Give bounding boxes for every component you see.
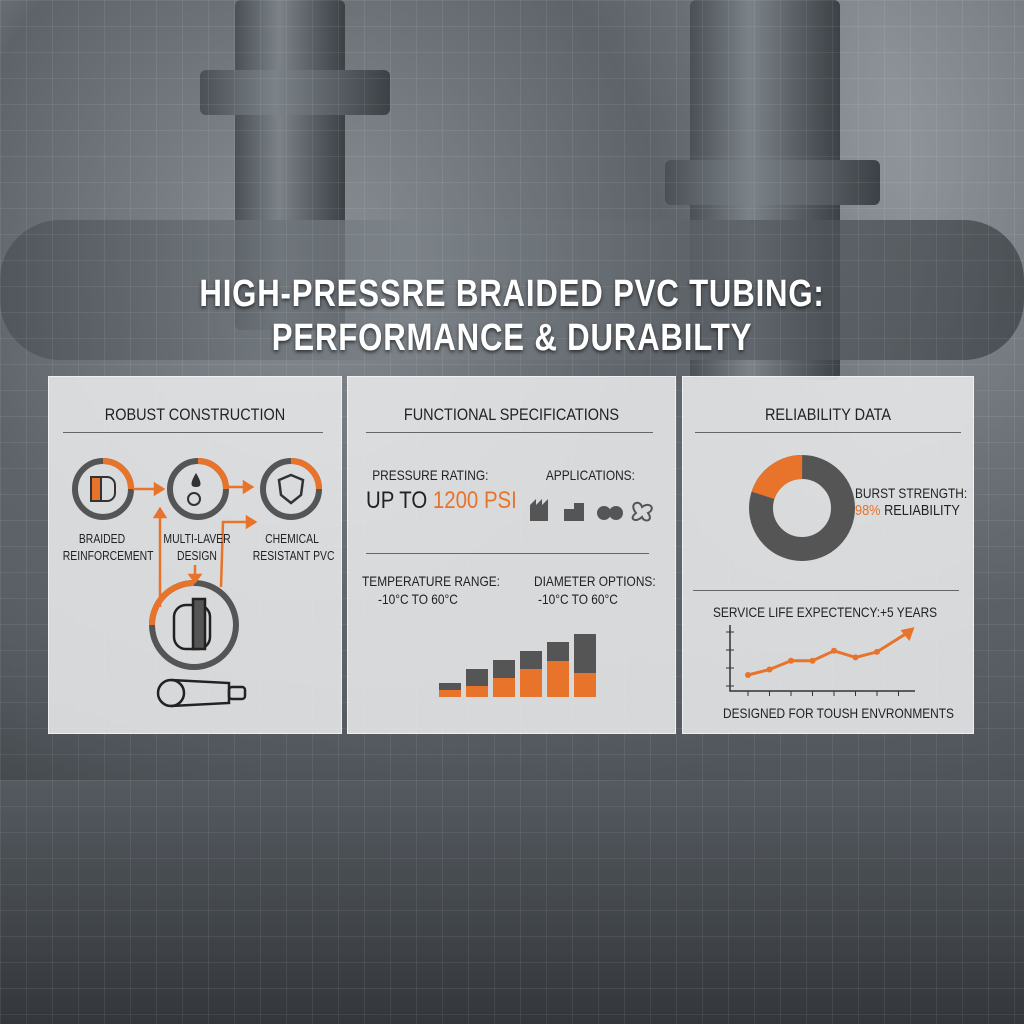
bar-segment-orange (493, 678, 515, 697)
applications-label: APPLICATIONS: (545, 467, 635, 483)
applications-icons (530, 499, 653, 522)
temperature-label: TEMPERATURE RANGE: (362, 573, 500, 589)
line-point (745, 672, 751, 678)
bar-segment-gray (493, 660, 515, 678)
fan-icon (631, 501, 653, 522)
bar-segment-gray (520, 651, 542, 669)
bar-chart (439, 634, 596, 697)
specs-heading: FUNCTIONAL SPECIFICATIONS (403, 405, 620, 424)
diameter-label: DIAMETER OPTIONS: (534, 573, 656, 589)
factory-icon (564, 503, 584, 521)
bar-segment-gray (466, 669, 488, 686)
service-life-label: SERVICE LIFE EXPECTENCY:+5 YEARS (713, 604, 938, 620)
pressure-value: UP TO 1200 PSI (366, 487, 517, 514)
title-line-2: PERFORMANCE & DURABILTY (271, 317, 753, 359)
bar-segment-orange (520, 669, 542, 697)
construction-heading: ROBUST CONSTRUCTION (104, 405, 286, 424)
bar-segment-gray (439, 683, 461, 690)
tube-layers-icon (172, 597, 212, 651)
footer-label: DESIGNED FOR TOUSH ENVRONMENTS (723, 705, 954, 721)
donut-chart (749, 455, 855, 561)
line-point (809, 657, 816, 664)
bar-segment-orange (574, 673, 596, 697)
line-series (747, 630, 910, 677)
temperature-value: -10°C TO 60°C (378, 591, 458, 607)
item-braided-label: BRAIDED REINFORCEMENT (62, 531, 154, 563)
title-line-1: HIGH-PRESSRE BRAIDED PVC TUBING: (199, 273, 825, 315)
burst-label: BURST STRENGTH: (855, 485, 968, 501)
gears-icon (597, 506, 623, 520)
line-point (788, 657, 794, 664)
diameter-value: -10°C TO 60°C (538, 591, 618, 607)
arrow-head-icon (900, 627, 915, 642)
bar-segment-orange (547, 661, 569, 697)
braided-tube-icon (90, 476, 116, 502)
tube-icon (156, 678, 247, 708)
specs-panel: FUNCTIONAL SPECIFICATIONS PRESSURE RATIN… (347, 376, 676, 734)
bar-segment-gray (547, 642, 569, 661)
line-chart (726, 625, 915, 696)
droplet-icon (187, 473, 201, 506)
reliability-panel: RELIABILITY DATA BURST STRENGTH: 98% REL… (682, 376, 974, 734)
construction-diagram (72, 458, 322, 708)
reliability-heading: RELIABILITY DATA (764, 405, 892, 424)
construction-panel: ROBUST CONSTRUCTION BRAIDED REINFORCEMENT… (48, 376, 342, 734)
pressure-label: PRESSURE RATING: (372, 467, 489, 483)
shield-icon (277, 473, 305, 505)
line-point (852, 654, 859, 661)
line-point (831, 647, 837, 654)
line-point (874, 648, 880, 655)
bar-segment-orange (439, 690, 461, 697)
bar-segment-gray (574, 634, 596, 673)
line-point (766, 666, 773, 673)
factory-icon (530, 499, 548, 521)
line-axes (729, 625, 915, 692)
item-chemical-label: CHEMICAL RESISTANT PVC (252, 531, 335, 563)
item-multilayer-label: MULTI-LAVER DESIGN (163, 531, 231, 563)
burst-value: 98% RELIABILITY (855, 502, 960, 519)
bar-segment-orange (466, 686, 488, 697)
donut-slice-orange (749, 455, 855, 561)
